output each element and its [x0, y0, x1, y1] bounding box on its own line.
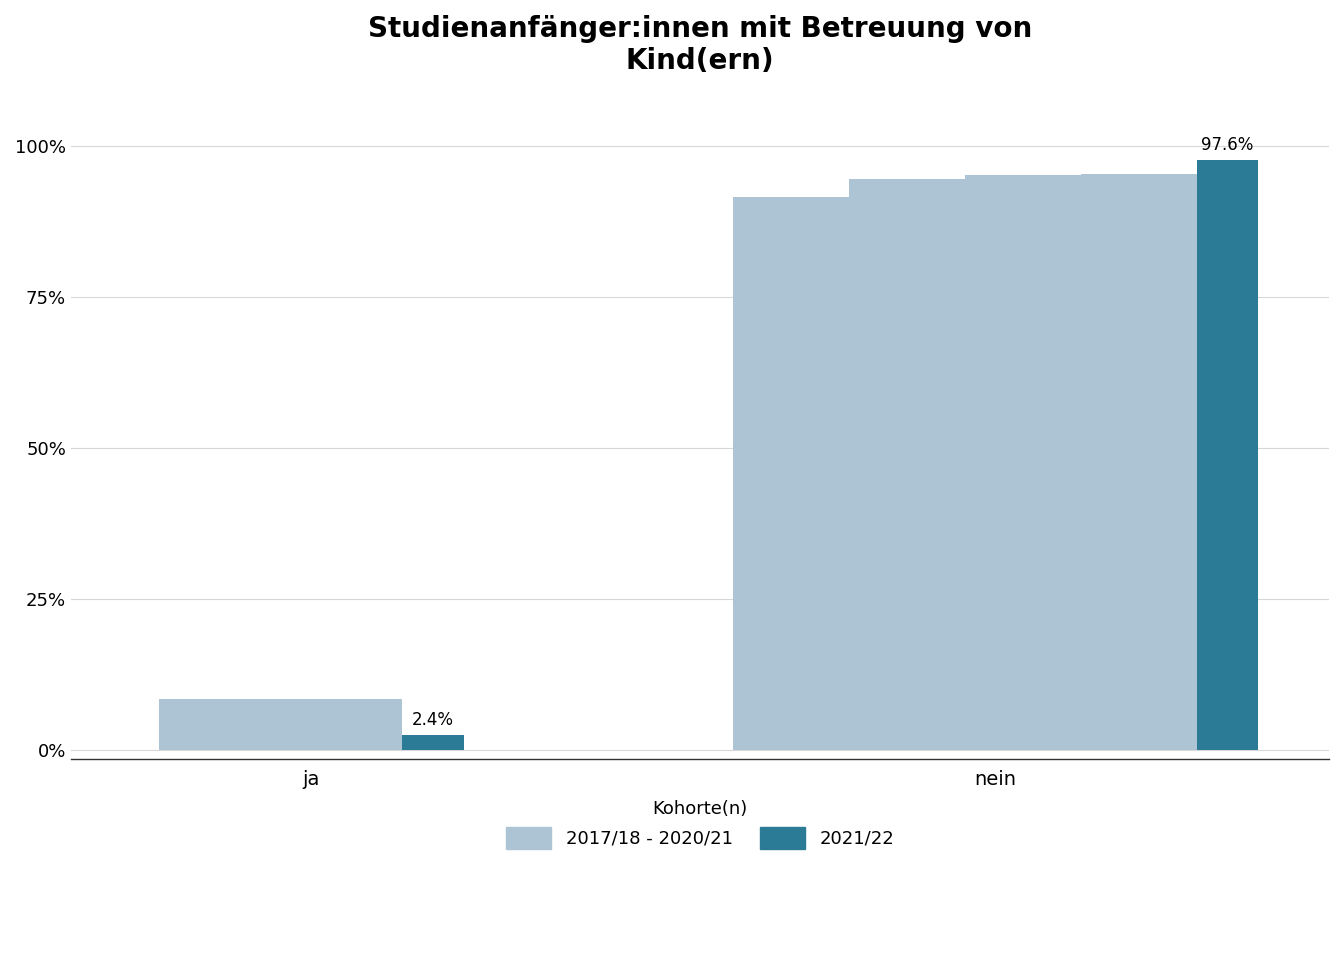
Bar	[402, 735, 464, 750]
Legend: 2017/18 - 2020/21, 2021/22: 2017/18 - 2020/21, 2021/22	[499, 792, 902, 855]
Bar	[220, 717, 402, 750]
Bar	[341, 722, 402, 750]
Text: 2.4%: 2.4%	[411, 711, 454, 730]
Text: 97.6%: 97.6%	[1202, 136, 1254, 154]
Bar	[965, 175, 1196, 750]
Title: Studienanfänger:innen mit Betreuung von
Kind(ern): Studienanfänger:innen mit Betreuung von …	[368, 15, 1032, 76]
Bar	[159, 699, 402, 750]
Bar	[281, 721, 402, 750]
Bar	[1081, 174, 1196, 750]
Bar	[1196, 160, 1258, 750]
Bar	[732, 197, 1196, 750]
Bar	[849, 179, 1196, 750]
